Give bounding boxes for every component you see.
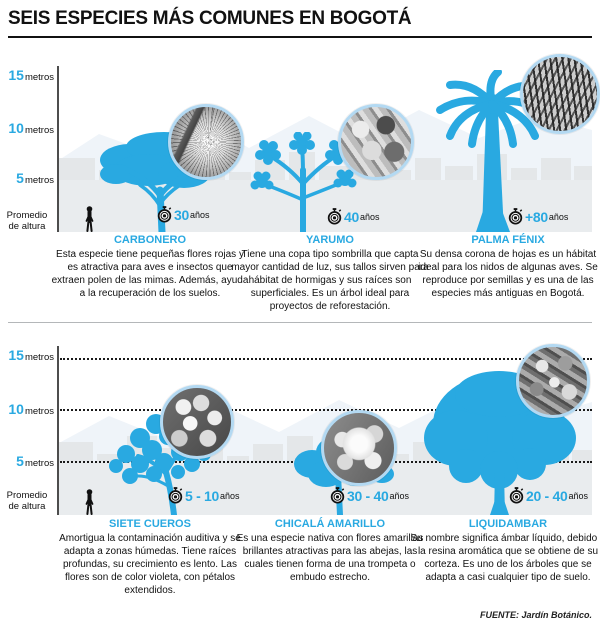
tree-silhouette-yarumo (250, 132, 357, 232)
species-name-palma: PALMA FÉNIX (471, 234, 545, 246)
age-badge-sietecueros: 5 - 10 años (168, 487, 240, 504)
age-badge-palma: +80 años (508, 208, 568, 225)
title-underline (8, 36, 592, 38)
height-axis-bottom (57, 346, 59, 515)
average-height-label-bottom: Promedio de altura (0, 490, 54, 512)
tick-unit: metros (24, 72, 54, 83)
avg-line2: de altura (8, 221, 46, 232)
palma-fronds-photo-inset (520, 54, 600, 134)
person-icon (85, 489, 94, 515)
tick-unit: metros (24, 352, 54, 363)
age-badge-carbonero: 30 años (157, 206, 210, 223)
page-title: SEIS ESPECIES MÁS COMUNES EN BOGOTÁ (8, 8, 412, 29)
section-divider (8, 322, 592, 323)
stopwatch-icon (157, 206, 172, 223)
chicala-flowers-photo-inset (321, 410, 397, 486)
species-name-sietecueros: SIETE CUEROS (109, 518, 191, 530)
stopwatch-icon (508, 208, 523, 225)
axis-tick-10m: 10metros (0, 120, 54, 138)
gridline-15m (60, 358, 592, 360)
axis-tick-15m: 15metros (0, 67, 54, 85)
sietecueros-flowers-photo-inset (160, 385, 234, 459)
age-unit: años (389, 490, 410, 501)
age-value: 30 (174, 206, 189, 223)
tick-unit: metros (24, 458, 54, 469)
tick-unit: metros (24, 175, 54, 186)
source-credit: FUENTE: Jardín Botánico. (479, 610, 592, 620)
avg-line1: Promedio (6, 210, 48, 221)
age-unit: años (220, 490, 240, 501)
average-height-label-top: Promedio de altura (0, 210, 54, 232)
yarumo-leaves-photo-inset (338, 104, 414, 180)
tick-unit: metros (24, 125, 54, 136)
tick-value: 15 (8, 67, 24, 83)
stopwatch-icon (330, 487, 345, 504)
species-name-yarumo: YARUMO (306, 234, 354, 246)
tick-value: 5 (16, 453, 24, 469)
species-desc-liquidambar: Su nombre significa ámbar líquido, debid… (410, 533, 600, 583)
axis-tick-15m: 15metros (0, 347, 54, 365)
age-badge-chicala: 30 - 40 años (330, 487, 409, 504)
age-unit: años (548, 211, 569, 222)
species-desc-sietecueros: Amortigua la contaminación auditiva y se… (59, 533, 241, 596)
axis-tick-5m: 5metros (0, 170, 54, 188)
species-name-carbonero: CARBONERO (113, 234, 187, 246)
tree-silhouette-palma-fenix (436, 70, 549, 232)
tick-value: 10 (8, 120, 24, 136)
age-badge-liquidambar: 20 - 40 años (509, 487, 588, 504)
age-unit: años (359, 211, 380, 222)
tick-value: 10 (8, 401, 24, 417)
age-value: 5 - 10 (185, 487, 219, 504)
axis-tick-10m: 10metros (0, 401, 54, 419)
stopwatch-icon (509, 487, 524, 504)
species-name-liquidambar: LIQUIDAMBAR (468, 518, 548, 530)
age-value: 40 (344, 208, 359, 225)
age-badge-yarumo: 40 años (327, 208, 380, 225)
avg-line1: Promedio (6, 490, 48, 501)
tick-value: 15 (8, 347, 24, 363)
species-desc-carbonero: Esta especie tiene pequeñas flores rojas… (51, 249, 249, 299)
age-value: +80 (525, 208, 548, 225)
age-unit: años (189, 209, 210, 220)
liquidambar-leaves-photo-inset (516, 344, 590, 418)
species-desc-chicala: Es una especie nativa con flores amarill… (236, 533, 424, 583)
age-unit: años (568, 490, 589, 501)
tick-unit: metros (24, 406, 54, 417)
avg-line2: de altura (8, 501, 46, 512)
gridline-10m (60, 409, 592, 411)
tick-value: 5 (16, 170, 24, 186)
person-icon (85, 206, 94, 232)
species-desc-yarumo: Tiene una copa tipo sombrilla que capta … (231, 249, 429, 312)
species-name-chicala: CHICALÁ AMARILLO (274, 518, 386, 530)
species-desc-palma: Su densa corona de hojas es un hábitat i… (418, 249, 598, 299)
stopwatch-icon (168, 487, 183, 504)
axis-tick-5m: 5metros (0, 453, 54, 471)
age-value: 30 - 40 (347, 487, 389, 504)
stopwatch-icon (327, 208, 342, 225)
age-value: 20 - 40 (526, 487, 568, 504)
carbonero-flower-photo-inset (168, 104, 244, 180)
height-axis-top (57, 66, 59, 232)
